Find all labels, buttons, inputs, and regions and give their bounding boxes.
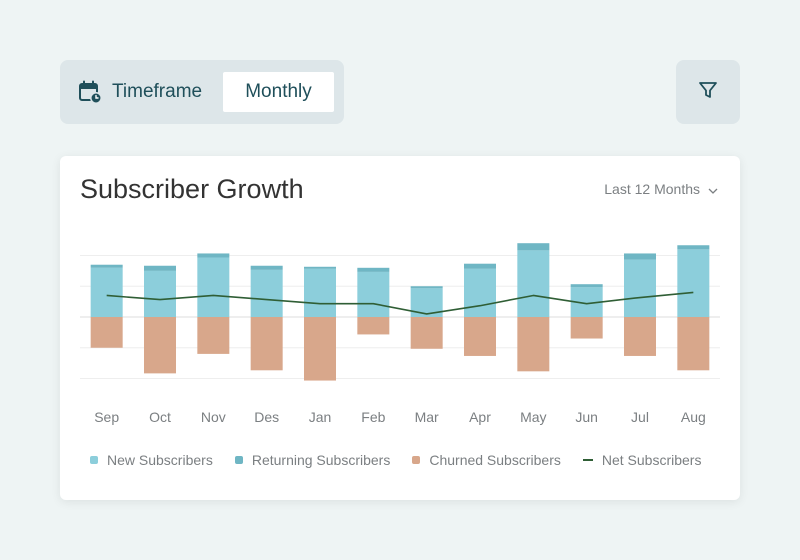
bar-new-subscribers (197, 257, 230, 317)
x-tick-label: Jul (631, 409, 649, 425)
x-tick-label: May (520, 409, 546, 425)
bar-returning-subscribers (197, 253, 230, 258)
bar-new-subscribers (517, 250, 550, 317)
bar-churned-subscribers (464, 317, 496, 356)
legend-label-churned: Churned Subscribers (429, 452, 561, 468)
legend-label-returning: Returning Subscribers (251, 452, 391, 468)
x-tick-label: Jan (309, 409, 332, 425)
bar-returning-subscribers (517, 243, 550, 251)
x-tick-label: Aug (681, 409, 706, 425)
legend-swatch-churned (412, 456, 421, 464)
bar-returning-subscribers (677, 245, 710, 250)
bar-new-subscribers (90, 267, 123, 317)
bar-returning-subscribers (144, 265, 176, 271)
legend-swatch-returning (234, 456, 243, 464)
legend-swatch-new (90, 456, 98, 464)
bar-returning-subscribers (624, 253, 656, 260)
timeframe-label: Timeframe (112, 81, 203, 102)
range-dropdown[interactable]: Last 12 Months (604, 181, 718, 197)
x-tick-label: Oct (149, 409, 171, 425)
timeframe-dropdown[interactable]: Monthly (223, 72, 334, 112)
range-label: Last 12 Months (604, 181, 700, 197)
timeframe-selector: Timeframe Monthly (60, 60, 344, 124)
bar-new-subscribers (250, 269, 283, 317)
bar-new-subscribers (677, 249, 710, 317)
bar-churned-subscribers (304, 317, 336, 381)
bar-churned-subscribers (90, 317, 123, 348)
bar-churned-subscribers (357, 317, 390, 335)
x-tick-label: Des (254, 409, 279, 425)
chevron-down-icon (708, 181, 718, 197)
line-net-subscribers (106, 291, 694, 315)
bar-returning-subscribers (250, 265, 283, 270)
legend-label-new: New Subscribers (107, 452, 213, 468)
legend-label-net: Net Subscribers (601, 452, 702, 468)
bar-returning-subscribers (357, 267, 390, 272)
bar-churned-subscribers (517, 317, 550, 372)
subscriber-growth-chart: Sep Oct Nov Des Jan Feb Mar Apr May Jun Jul Aug (80, 243, 720, 425)
legend-item-new: New Subscribers (90, 452, 213, 468)
filter-icon (697, 79, 719, 106)
bar-new-subscribers (144, 270, 176, 317)
bar-returning-subscribers (410, 286, 443, 289)
x-tick-label: Apr (469, 409, 491, 425)
bar-new-subscribers (304, 268, 336, 317)
legend-swatch-net (582, 459, 593, 461)
bar-churned-subscribers (570, 317, 603, 339)
bar-churned-subscribers (250, 317, 283, 371)
bar-churned-subscribers (624, 317, 656, 356)
filter-button[interactable] (676, 60, 740, 124)
bar-returning-subscribers (304, 266, 336, 269)
bar-returning-subscribers (90, 264, 123, 268)
bar-new-subscribers (464, 268, 496, 317)
x-tick-label: Feb (361, 409, 385, 425)
calendar-clock-icon (78, 80, 102, 104)
x-tick-label: Nov (201, 409, 226, 425)
x-tick-label: Mar (415, 409, 439, 425)
legend-item-returning: Returning Subscribers (234, 452, 391, 468)
bar-churned-subscribers (410, 317, 443, 349)
bar-churned-subscribers (144, 317, 176, 374)
bar-new-subscribers (357, 271, 390, 317)
chart-legend: New Subscribers Returning Subscribers Ch… (90, 452, 701, 468)
subscriber-growth-card: Subscriber Growth Last 12 Months Sep Oct N… (60, 156, 740, 500)
bar-churned-subscribers (677, 317, 710, 371)
legend-item-churned: Churned Subscribers (412, 452, 561, 468)
x-tick-label: Sep (94, 409, 119, 425)
bar-churned-subscribers (197, 317, 230, 354)
card-title: Subscriber Growth (80, 174, 304, 204)
legend-item-net: Net Subscribers (582, 452, 702, 468)
bar-returning-subscribers (464, 263, 496, 269)
x-tick-label: Jun (575, 409, 598, 425)
bar-returning-subscribers (570, 284, 603, 288)
bar-new-subscribers (624, 259, 656, 317)
